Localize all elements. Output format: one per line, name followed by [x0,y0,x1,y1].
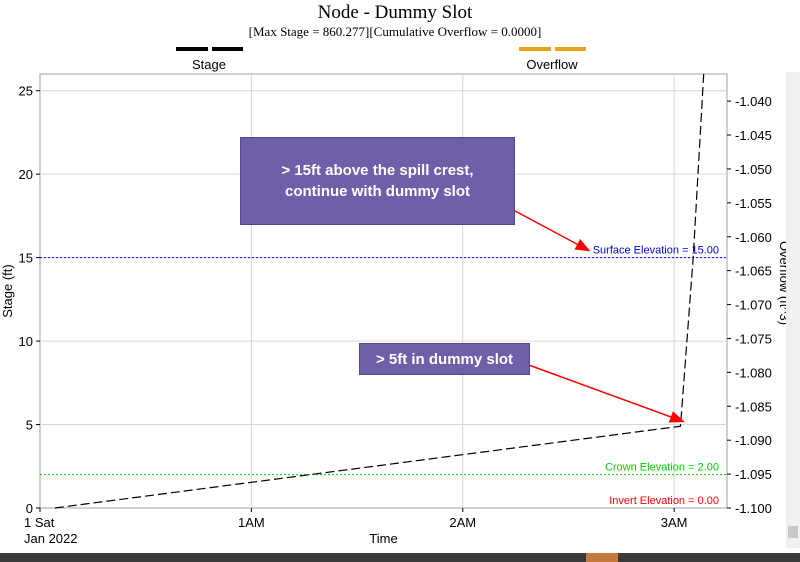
y2-tick-label: -1.085 [735,399,772,414]
legend-label-overflow: Overflow [526,57,578,72]
callout-spill-crest-line1: > 15ft above the spill crest, [281,162,474,179]
y-tick-label: 5 [26,418,33,433]
y-tick-label: 0 [26,501,33,516]
scrollbar-thumb[interactable] [788,526,798,538]
y2-tick-label: -1.080 [735,365,772,380]
y2-tick-label: -1.060 [735,230,772,245]
x-tick-label: 3AM [661,515,688,530]
y2-tick-label: -1.045 [735,128,772,143]
callout-spill-crest: > 15ft above the spill crest, continue w… [240,137,515,225]
y2-tick-label: -1.090 [735,433,772,448]
bottom-bar-accent [586,553,618,562]
x-tick-label: 1 Sat [24,515,55,530]
y2-tick-label: -1.065 [735,264,772,279]
y2-tick-label: -1.095 [735,467,772,482]
callout-dummy-slot: > 5ft in dummy slot [359,343,530,375]
y2-tick-label: -1.100 [735,501,772,516]
y2-tick-label: -1.055 [735,196,772,211]
y2-tick-label: -1.050 [735,162,772,177]
callout-spill-crest-line2: continue with dummy slot [284,183,470,200]
y2-tick-label: -1.040 [735,94,772,109]
annotation-arrow [525,363,685,423]
reference-line-label: Crown Elevation = 2.00 [605,462,719,474]
x-tick-label: 1AM [238,515,265,530]
x-axis-label: Time [369,531,397,546]
y2-tick-label: -1.070 [735,298,772,313]
x-tick-sublabel: Jan 2022 [24,531,78,546]
legend-label-stage: Stage [192,57,226,72]
vertical-scrollbar[interactable] [786,72,800,548]
reference-line-label: Surface Elevation = 15.00 [593,245,719,257]
bottom-bar [0,553,800,562]
y-tick-label: 25 [19,84,33,99]
y-tick-label: 15 [19,251,33,266]
reference-line-label: Invert Elevation = 0.00 [609,495,719,507]
y-axis-label: Stage (ft) [0,264,15,317]
y-tick-label: 10 [19,334,33,349]
series-line-stage [54,73,705,509]
chart-subtitle: [Max Stage = 860.277][Cumulative Overflo… [248,24,542,39]
y-tick-label: 20 [19,167,33,182]
x-tick-label: 2AM [449,515,476,530]
chart-title: Node - Dummy Slot [317,2,473,23]
callout-dummy-slot-line1: > 5ft in dummy slot [375,350,514,368]
y2-tick-label: -1.075 [735,331,772,346]
